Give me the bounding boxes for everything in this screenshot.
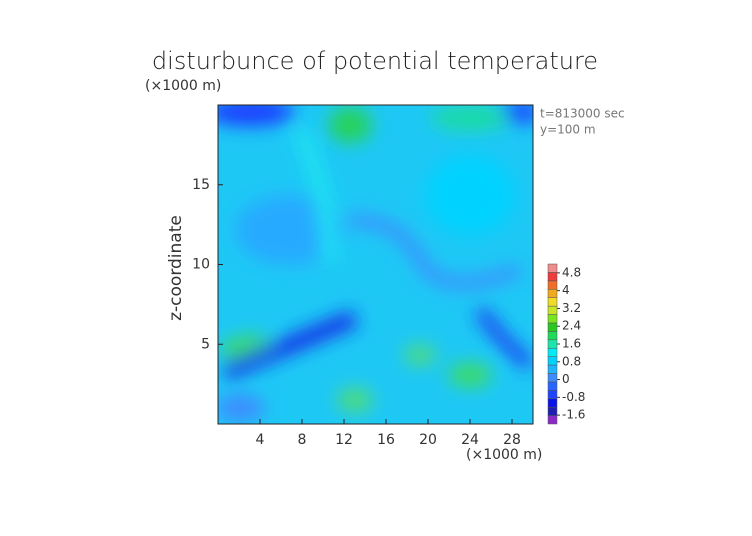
y-tick-label: 5 — [201, 336, 210, 352]
x-unit-label: (×1000 m) — [466, 447, 542, 463]
colorbar-box — [547, 373, 558, 383]
colorbar-box — [547, 289, 558, 298]
colorbar-box — [547, 305, 558, 315]
colorbar-box — [547, 272, 558, 282]
colorbar-tick-label: 1.6 — [562, 337, 581, 351]
y-tick-label: 10 — [192, 257, 210, 273]
colorbar-box — [547, 356, 558, 366]
colorbar-box — [547, 314, 558, 324]
y-axis-label: z-coordinate — [166, 215, 186, 321]
colorbar-tick-label: 2.4 — [562, 319, 581, 333]
y-unit-label: (×1000 m) — [145, 78, 221, 94]
x-tick-label: 20 — [419, 432, 437, 448]
colorbar-box — [547, 390, 558, 399]
contour-field — [218, 105, 533, 424]
colorbar-tick-label: -0.8 — [562, 390, 585, 404]
x-tick-label: 24 — [461, 432, 479, 448]
colorbar-box — [547, 406, 558, 416]
colorbar-box — [547, 322, 558, 332]
colorbar-tick-label: 3.2 — [562, 301, 581, 315]
colorbar-tick-label: 0.8 — [562, 354, 581, 368]
colorbar-box — [547, 263, 558, 273]
colorbar-tick-label: 4.8 — [562, 265, 581, 279]
colorbar-tick-label: -1.6 — [562, 408, 585, 422]
colorbar-box — [547, 415, 558, 425]
colorbar-box — [547, 347, 558, 357]
annotation: t=813000 sec — [540, 107, 625, 121]
x-tick-label: 28 — [503, 432, 521, 448]
colorbar-box — [547, 398, 558, 408]
colorbar-box — [547, 331, 558, 341]
annotation: y=100 m — [540, 123, 596, 137]
chart-title: disturbunce of potential temperature — [152, 47, 598, 75]
colorbar-box — [547, 381, 558, 391]
colorbar-box — [547, 364, 558, 374]
x-tick-label: 12 — [335, 432, 353, 448]
colorbar-tick-label: 4 — [562, 283, 570, 297]
x-tick-label: 16 — [377, 432, 395, 448]
x-tick-label: 4 — [256, 432, 265, 448]
y-tick-label: 15 — [192, 177, 210, 193]
x-tick-label: 8 — [298, 432, 307, 448]
colorbar-box — [547, 339, 558, 349]
colorbar-box — [547, 280, 558, 290]
colorbar-box — [547, 297, 558, 307]
colorbar-tick-label: 0 — [562, 372, 570, 386]
